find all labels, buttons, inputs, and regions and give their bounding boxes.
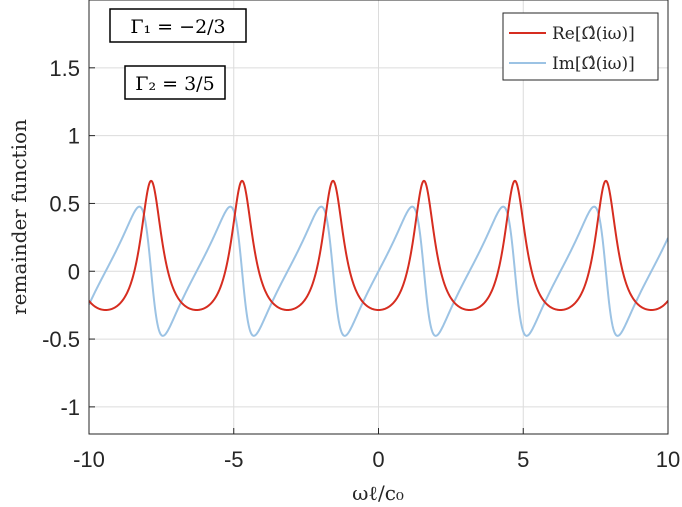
x-ticks: -10 -5 0 5 10 — [73, 428, 680, 472]
series-layer — [89, 179, 668, 337]
legend-label-im: Im[Ω̂(iω)] — [552, 54, 635, 74]
y-tick-label: 0.5 — [49, 191, 80, 216]
x-axis-label: ωℓ/c₀ — [352, 481, 404, 505]
series-im-line — [89, 205, 668, 337]
x-tick-label: -10 — [73, 447, 105, 472]
legend: Re[Ω̂(iω)] Im[Ω̂(iω)] — [502, 12, 659, 81]
annotation-gamma1: Γ₁ = −2/3 — [109, 8, 247, 43]
series-re-line — [89, 179, 668, 311]
y-tick-label: 1 — [68, 124, 80, 149]
y-axis-label: remainder function — [7, 119, 31, 315]
x-tick-label: -5 — [224, 447, 244, 472]
y-tick-label: 0 — [68, 259, 80, 284]
svg-text:Γ₁ = −2/3: Γ₁ = −2/3 — [130, 16, 225, 38]
x-tick-label: 5 — [517, 447, 529, 472]
y-tick-label: -1 — [60, 395, 80, 420]
y-ticks: -1 -0.5 0 0.5 1 1.5 — [42, 56, 95, 420]
y-tick-label: -0.5 — [42, 327, 80, 352]
x-tick-label: 0 — [372, 447, 384, 472]
x-tick-label: 10 — [656, 447, 680, 472]
annotation-gamma2: Γ₂ = 3/5 — [124, 65, 226, 100]
y-tick-label: 1.5 — [49, 56, 80, 81]
svg-text:Γ₂ = 3/5: Γ₂ = 3/5 — [135, 73, 214, 95]
legend-label-re: Re[Ω̂(iω)] — [552, 24, 635, 44]
